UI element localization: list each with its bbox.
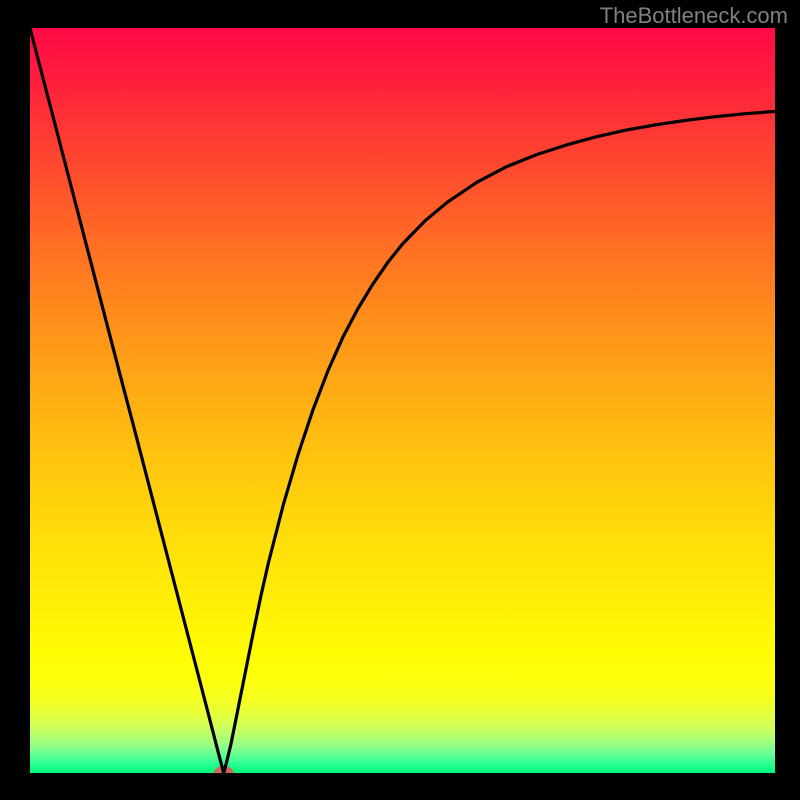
chart-frame: TheBottleneck.com [0, 0, 800, 800]
watermark-text: TheBottleneck.com [600, 3, 788, 29]
chart-svg [30, 28, 775, 773]
plot-area [30, 28, 775, 773]
gradient-background [30, 28, 775, 773]
